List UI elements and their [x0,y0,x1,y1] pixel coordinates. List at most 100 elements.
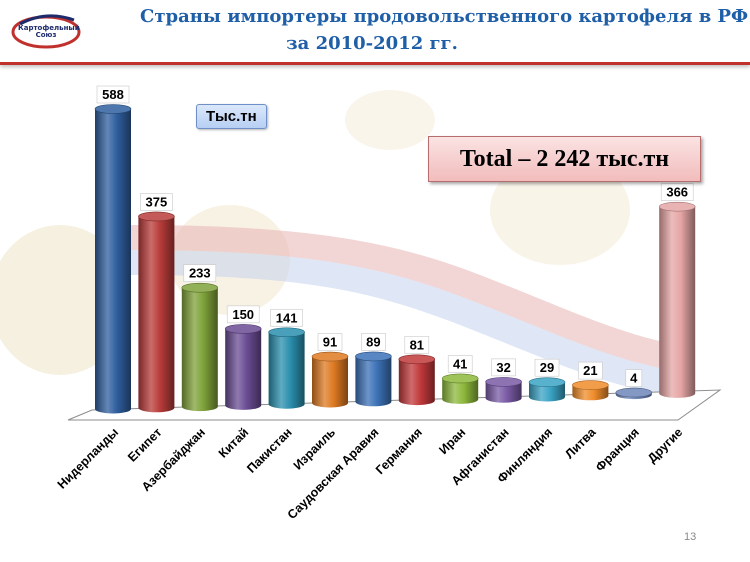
bar-cap [181,282,219,293]
value-labels: 588 375 233 150 141 91 89 81 41 32 29 21 4 366 [96,85,694,387]
value-label-text: 41 [453,356,467,371]
value-label-text: 21 [583,363,597,378]
bar-cap [268,327,305,338]
value-label: 4 [625,369,643,387]
value-label-box [226,305,260,324]
value-label-box [491,358,516,377]
category-label: Другие [645,425,685,465]
bar-cap [658,201,696,212]
value-label: 21 [578,361,603,380]
value-label-box [578,361,603,380]
bar-4 [224,324,262,410]
value-label-text: 91 [323,335,337,350]
category-label: Иран [436,425,468,457]
value-label: 91 [317,333,343,351]
logo-text-line2: Союз [35,31,57,39]
unit-label: Тыс.тн [196,104,267,129]
bar-body [659,206,696,398]
value-label-box [534,358,560,377]
value-label-text: 32 [496,360,510,375]
logo-text: Картофельный Союз [18,25,80,39]
value-label: 81 [404,335,430,354]
potato-decoration-top [345,90,435,150]
value-label: 366 [660,183,694,201]
bar-body [312,356,348,408]
bar-body [181,287,218,412]
bar-body [355,356,392,407]
bar-cap [398,354,436,365]
bar-5 [268,327,305,409]
bar-6 [311,351,349,408]
value-label: 375 [140,193,173,211]
value-label: 150 [226,305,260,324]
value-label-box [361,333,386,351]
value-label-text: 588 [102,87,124,102]
bar-body [225,328,262,410]
bar-13 [615,387,653,400]
bar-1 [94,104,132,414]
value-label-box [660,183,694,201]
value-label-text: 4 [630,371,638,386]
category-label: Египет [125,425,164,464]
bar-7 [355,351,392,407]
value-label-text: 81 [410,337,424,352]
page-title: Страны импортеры продовольственного карт… [140,6,749,27]
bar-cap [441,373,479,384]
value-label-text: 150 [232,307,254,322]
bar-body [268,332,305,409]
bar-cap [138,211,175,222]
bar-body [485,381,522,403]
header-bar: Картофельный Союз Страны импортеры продов… [0,0,750,65]
bar-8 [398,354,436,406]
bar-11 [528,377,566,402]
value-label-box [270,308,303,327]
flag-ribbon-red [130,225,680,372]
potato-decoration-right [490,155,630,265]
bar-body [138,216,175,413]
bar-cap [572,380,609,390]
value-label-box [447,355,473,373]
category-label: Нидерланды [55,425,121,491]
page-subtitle: за 2010-2012 гг. [286,33,458,54]
category-label: Франция [593,425,642,474]
total-label: Total – 2 242 тыс.тн [428,136,701,182]
bar-cap [355,351,392,362]
value-label-text: 89 [366,334,380,349]
bar-cap [528,377,566,388]
value-label: 89 [361,333,386,351]
bar-2 [138,211,175,413]
value-label-text: 233 [189,266,211,281]
value-label: 233 [183,264,217,283]
bar-cap [615,387,653,398]
bar-body [95,109,131,414]
value-label-text: 375 [146,194,168,209]
category-label: Литва [562,424,599,461]
category-label: Пакистан [244,425,295,476]
bar-body [398,359,435,406]
value-label: 141 [270,308,303,327]
value-label-text: 366 [666,185,688,200]
bar-12 [572,380,609,401]
logo-text-line1: Картофельный [18,24,80,32]
value-label: 588 [96,85,130,104]
value-label-box [140,193,173,211]
bars [94,104,696,414]
category-label: Германия [373,425,425,477]
value-label-text: 141 [276,310,298,325]
bar-cap [485,377,522,387]
value-label-box [183,264,217,283]
page-number: 13 [684,531,697,543]
bar-14 [658,201,696,398]
bar-3 [181,282,219,412]
bar-cap [224,324,262,334]
bar-10 [485,377,522,403]
bar-9 [441,373,479,404]
value-label-box [625,369,643,387]
bar-cap [94,104,132,114]
value-label-text: 29 [540,360,554,375]
bar-body [529,382,565,402]
value-label-box [96,85,130,104]
value-label-box [404,335,430,354]
